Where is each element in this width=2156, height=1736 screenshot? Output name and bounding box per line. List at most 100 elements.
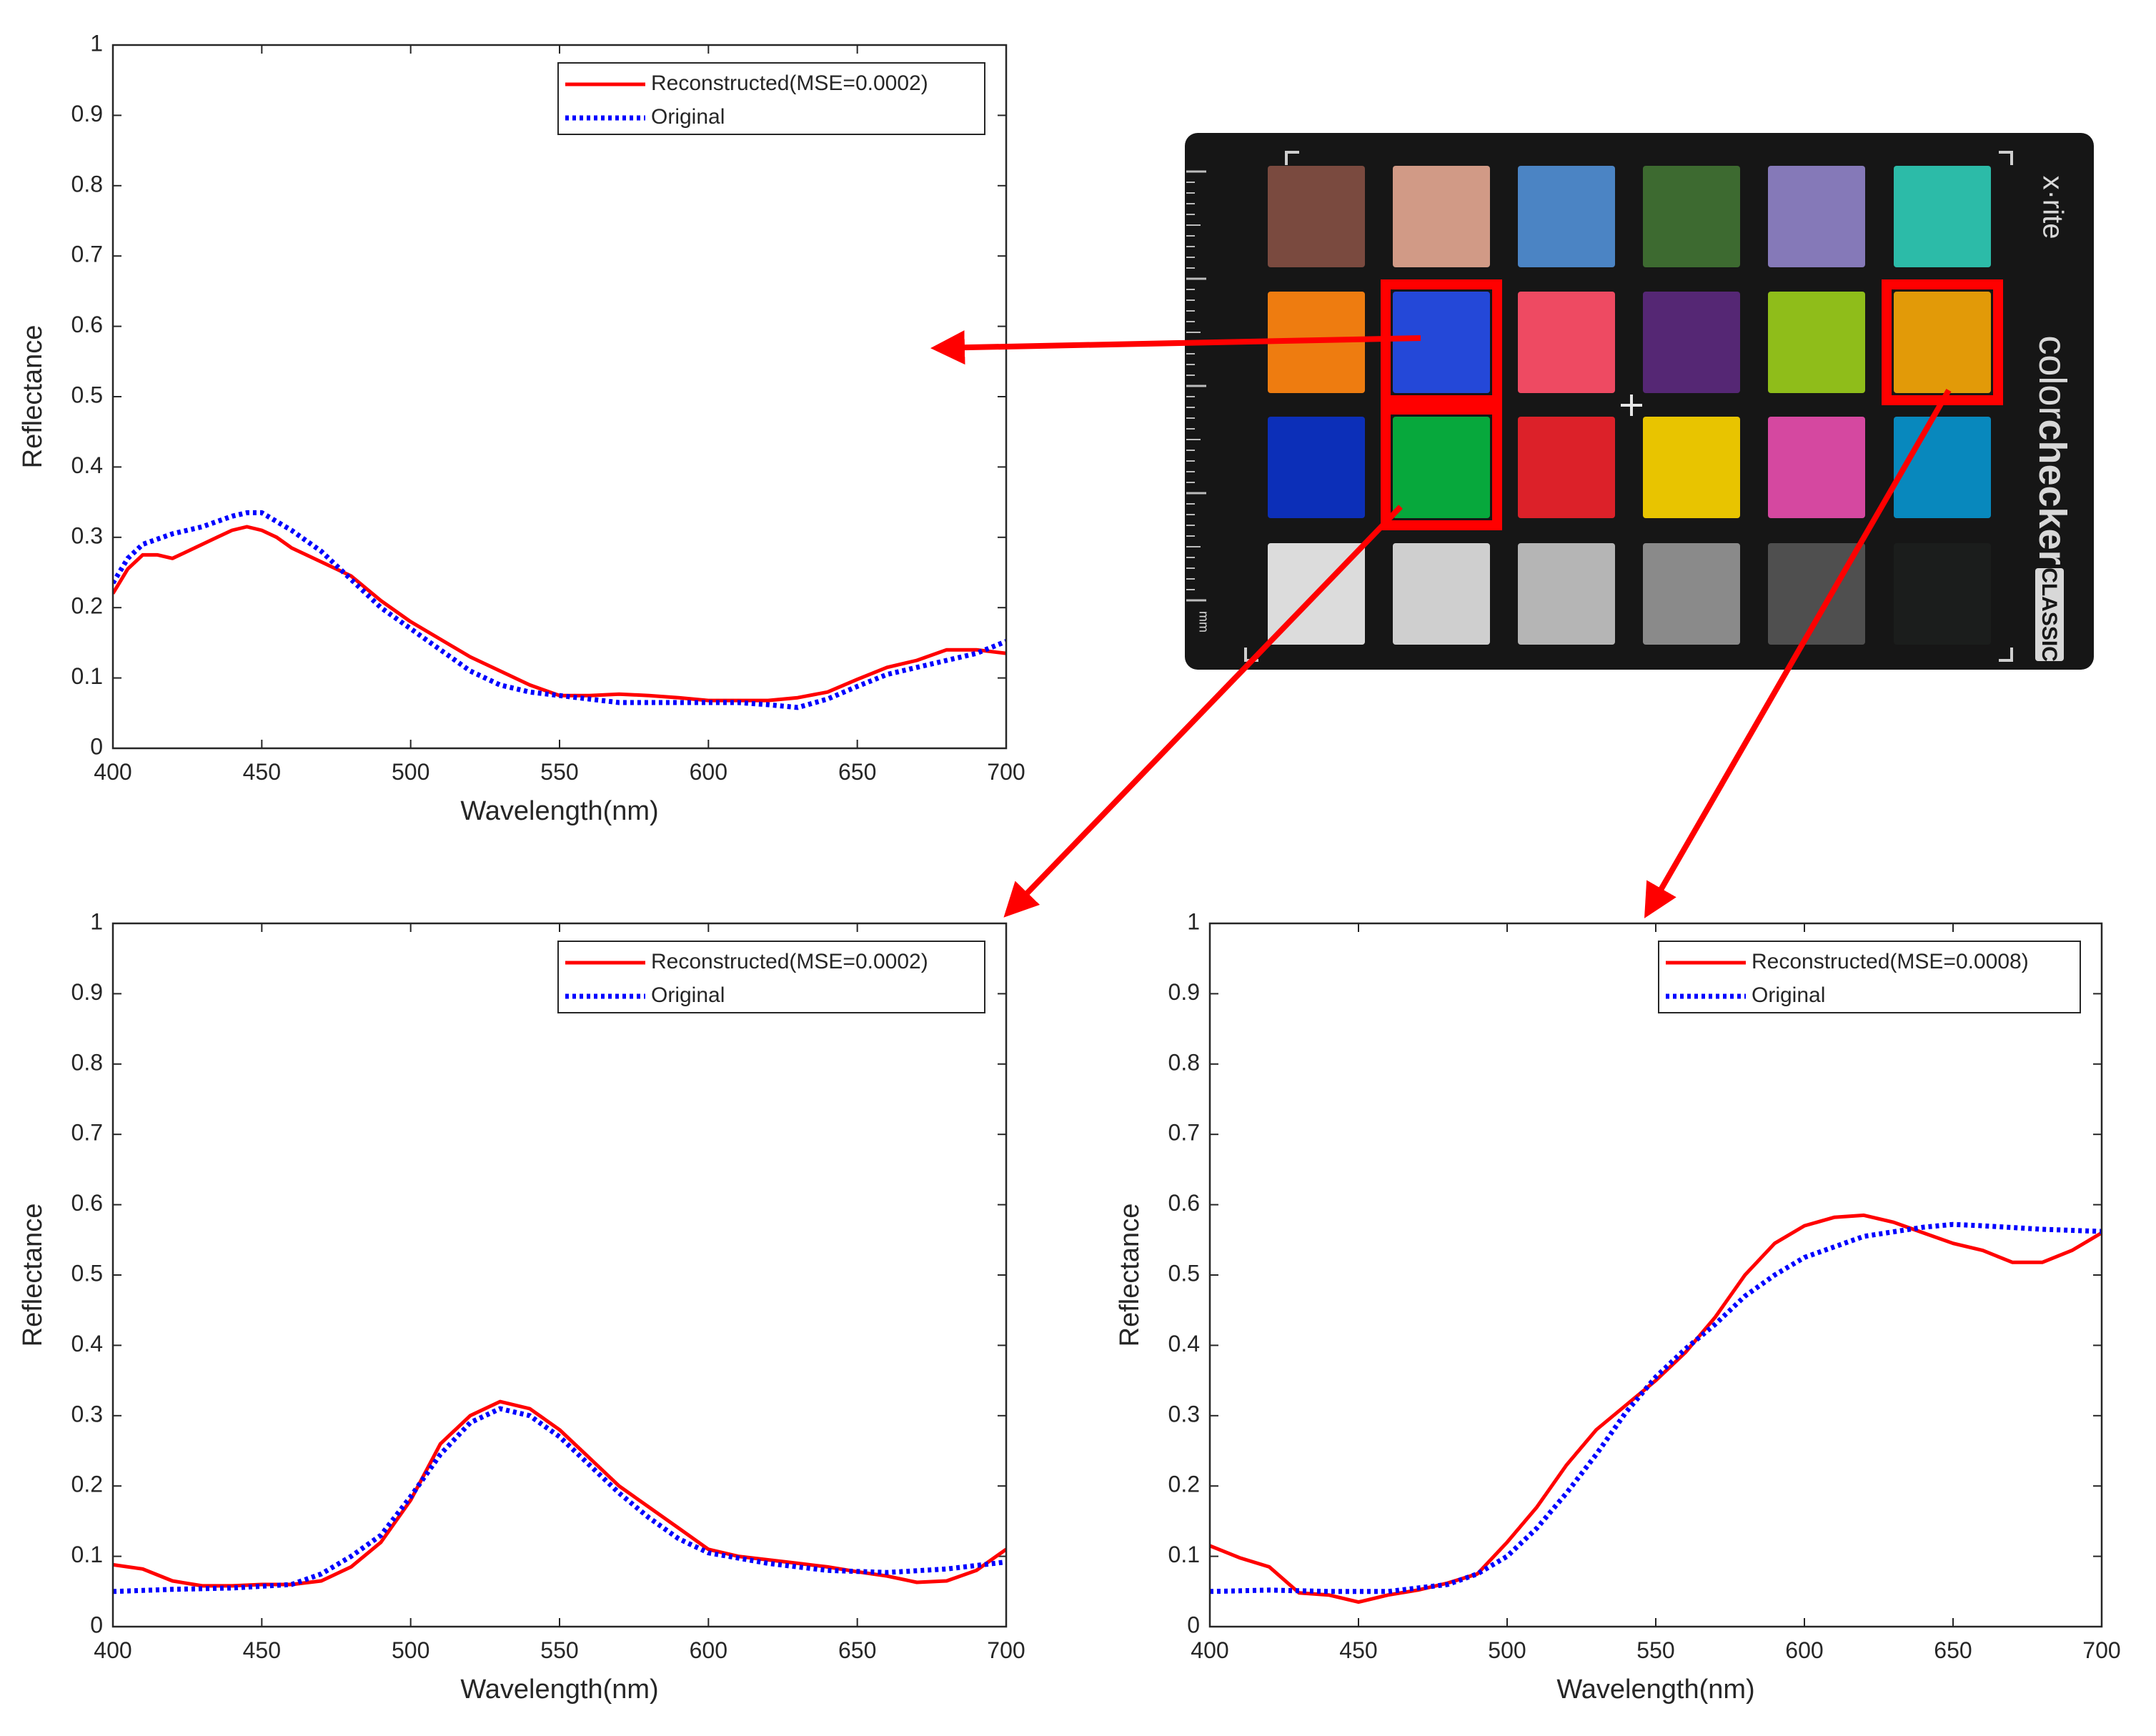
callout-arrows — [930, 330, 1952, 918]
y-tick-label: 0.5 — [71, 1260, 103, 1286]
y-tick-label: 1 — [90, 30, 103, 56]
classic-badge-text: CLASSIC — [2037, 567, 2061, 662]
legend-label: Reconstructed(MSE=0.0002) — [651, 950, 928, 973]
x-tick-label: 650 — [1934, 1637, 1972, 1663]
legend-box — [1658, 941, 2081, 1013]
color-patch — [1518, 543, 1615, 645]
chart-blue-patch: 0 0.1 0.2 0.3 0.4 0.5 0.6 0.7 0.8 0.9 1 400 450 500 55… — [18, 30, 1025, 826]
x-axis-title: Wavelength(nm) — [460, 1675, 658, 1705]
legend-label: Original — [1752, 983, 1825, 1007]
color-patch — [1643, 543, 1740, 645]
axes-frame — [1208, 922, 2103, 1628]
arrow-orange-yellow-patch — [1644, 389, 1952, 918]
color-patch — [1268, 166, 1365, 267]
y-tick-label: 0.1 — [71, 1542, 103, 1567]
y-tick-label: 0.9 — [1168, 979, 1200, 1005]
series-original-line — [113, 1406, 1006, 1594]
x-tick-label: 700 — [987, 759, 1025, 785]
color-patch — [1393, 417, 1490, 518]
y-axis-title: Reflectance — [18, 1204, 48, 1347]
y-tick-label: 0.2 — [71, 593, 103, 619]
series-reconstructed-line — [113, 525, 1006, 703]
colorchecker-logo-text: colorchecker — [2031, 335, 2074, 565]
x-tick-label: 500 — [1488, 1637, 1526, 1663]
x-tick-label: 550 — [540, 1637, 578, 1663]
plot-area — [113, 45, 1006, 748]
y-tick-label: 0.4 — [1168, 1331, 1200, 1356]
color-patch — [1393, 292, 1490, 393]
color-patch — [1894, 166, 1991, 267]
y-tick-label: 0 — [90, 733, 103, 759]
x-tick-label: 700 — [2082, 1637, 2120, 1663]
color-patch-grid — [1268, 166, 2003, 645]
color-patch — [1894, 543, 1991, 645]
color-patch — [1768, 292, 1865, 393]
y-tick-label: 0.2 — [71, 1472, 103, 1497]
x-tick-label: 450 — [1339, 1637, 1377, 1663]
color-patch — [1643, 292, 1740, 393]
y-tick-label: 0.8 — [71, 171, 103, 197]
color-patch — [1894, 417, 1991, 518]
y-tick-label: 0.3 — [1168, 1401, 1200, 1427]
x-tick-label: 650 — [838, 1637, 876, 1663]
plot-area — [1210, 923, 2102, 1627]
y-tick-label: 0.7 — [71, 1120, 103, 1146]
x-tick-label: 400 — [94, 759, 131, 785]
arrow-blue-patch — [930, 330, 1421, 365]
ruler-unit-text: mm — [1196, 611, 1211, 633]
x-tick-label: 400 — [1191, 1637, 1228, 1663]
color-patch — [1518, 166, 1615, 267]
x-axis-title: Wavelength(nm) — [460, 796, 658, 826]
legend-label: Original — [651, 983, 725, 1007]
x-tick-label: 600 — [690, 759, 727, 785]
classic-badge — [2035, 568, 2064, 661]
x-tick-label: 600 — [1785, 1637, 1823, 1663]
y-tick-label: 0.7 — [1168, 1120, 1200, 1146]
x-tick-label: 450 — [243, 759, 281, 785]
y-tick-label: 0.8 — [1168, 1049, 1200, 1075]
arrow-green-patch — [1003, 505, 1403, 918]
plot-area — [113, 923, 1006, 1627]
legend-label: Reconstructed(MSE=0.0002) — [651, 71, 928, 95]
colorchecker-bold-text: checker — [2031, 419, 2074, 565]
y-tick-label: 0.9 — [71, 101, 103, 127]
x-tick-label: 500 — [392, 759, 429, 785]
y-tick-label: 1 — [90, 908, 103, 934]
highlight-box — [1381, 405, 1502, 530]
y-tick-label: 0.4 — [71, 452, 103, 478]
y-tick-label: 0 — [1187, 1612, 1200, 1637]
color-patch — [1268, 417, 1365, 518]
color-patch — [1768, 417, 1865, 518]
legend-label: Reconstructed(MSE=0.0008) — [1752, 950, 2029, 973]
y-tick-label: 0.4 — [71, 1331, 103, 1356]
y-tick-label: 0.6 — [1168, 1190, 1200, 1216]
series-reconstructed-line — [1210, 1213, 2102, 1604]
x-axis-title: Wavelength(nm) — [1556, 1675, 1754, 1705]
y-tick-label: 0.5 — [1168, 1260, 1200, 1286]
y-tick-label: 0.2 — [1168, 1472, 1200, 1497]
y-tick-label: 0.1 — [1168, 1542, 1200, 1567]
chart-green-patch: 0 0.1 0.2 0.3 0.4 0.5 0.6 0.7 0.8 0.9 1 400 450 500 55… — [18, 908, 1025, 1705]
y-tick-label: 0.7 — [71, 242, 103, 267]
x-tick-label: 550 — [1636, 1637, 1674, 1663]
x-tick-label: 400 — [94, 1637, 131, 1663]
legend-label: Original — [651, 105, 725, 129]
highlight-box — [1381, 279, 1502, 405]
y-tick-label: 0.5 — [71, 382, 103, 407]
color-patch — [1393, 166, 1490, 267]
card-corner-marks — [1244, 151, 2013, 662]
center-cross-icon — [1621, 395, 1642, 416]
color-patch — [1518, 417, 1615, 518]
y-tick-label: 0.6 — [71, 1190, 103, 1216]
legend-box — [557, 941, 985, 1013]
axes-frame — [111, 44, 1008, 750]
chart-orange-yellow-patch: 0 0.1 0.2 0.3 0.4 0.5 0.6 0.7 0.8 0.9 1 400 450 500 55… — [1115, 908, 2121, 1705]
y-tick-label: 0.3 — [71, 1401, 103, 1427]
x-tick-label: 650 — [838, 759, 876, 785]
color-patch — [1643, 166, 1740, 267]
y-tick-label: 1 — [1187, 908, 1200, 934]
y-tick-label: 0.3 — [71, 522, 103, 548]
y-tick-label: 0 — [90, 1612, 103, 1637]
x-tick-label: 450 — [243, 1637, 281, 1663]
